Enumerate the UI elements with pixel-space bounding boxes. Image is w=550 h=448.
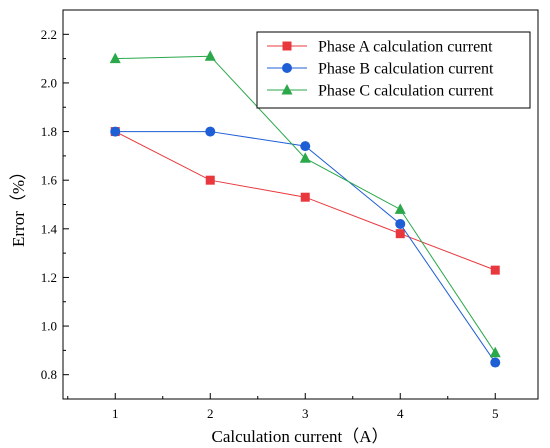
x-tick-label: 1 [112, 406, 119, 421]
data-point [109, 52, 121, 64]
y-axis-ticks: 0.8 1.0 1.2 1.4 1.6 1.8 2.0 2.2 [41, 27, 69, 382]
legend-label: Phase A calculation current [318, 39, 493, 56]
y-axis-title: Error（%） [9, 163, 28, 247]
data-point [300, 141, 311, 152]
y-tick-label: 1.8 [41, 124, 57, 139]
y-tick-label: 2.2 [41, 27, 57, 42]
x-tick-label: 5 [492, 406, 499, 421]
data-point [490, 357, 501, 368]
legend-marker [282, 41, 292, 51]
legend-label: Phase C calculation current [318, 83, 494, 100]
data-point [110, 126, 121, 137]
legend-marker [282, 63, 292, 73]
data-point [395, 218, 406, 229]
y-tick-label: 1.4 [41, 221, 58, 236]
y-tick-label: 1.2 [41, 270, 57, 285]
series-layer [109, 50, 501, 368]
legend-label: Phase B calculation current [318, 61, 494, 78]
data-point [489, 346, 501, 358]
data-point [205, 126, 216, 137]
data-point [300, 192, 310, 202]
legend-entry: Phase A calculation current [267, 39, 493, 56]
series-line [115, 131, 496, 363]
legend-box [256, 31, 531, 109]
y-tick-label: 0.8 [41, 367, 57, 382]
data-point [395, 229, 405, 239]
x-tick-label: 3 [302, 406, 309, 421]
data-point [394, 203, 406, 214]
y-tick-label: 2.0 [41, 75, 57, 90]
series-1 [110, 126, 501, 368]
x-tick-label: 2 [207, 406, 214, 421]
x-tick-label: 4 [397, 406, 404, 421]
data-point [299, 152, 311, 163]
series-2 [109, 50, 501, 358]
legend-entry: Phase B calculation current [267, 61, 494, 78]
legend-entry: Phase C calculation current [267, 83, 494, 100]
x-axis-ticks: 1 2 3 4 5 [67, 393, 499, 421]
legend-marker [281, 84, 293, 95]
data-point [205, 175, 215, 185]
y-tick-label: 1.0 [41, 319, 57, 334]
legend: Phase A calculation current Phase B calcu… [256, 31, 531, 109]
data-point [490, 265, 500, 275]
y-tick-label: 1.6 [41, 173, 58, 188]
x-axis-title: Calculation current（A） [211, 427, 388, 446]
data-point [204, 50, 216, 61]
